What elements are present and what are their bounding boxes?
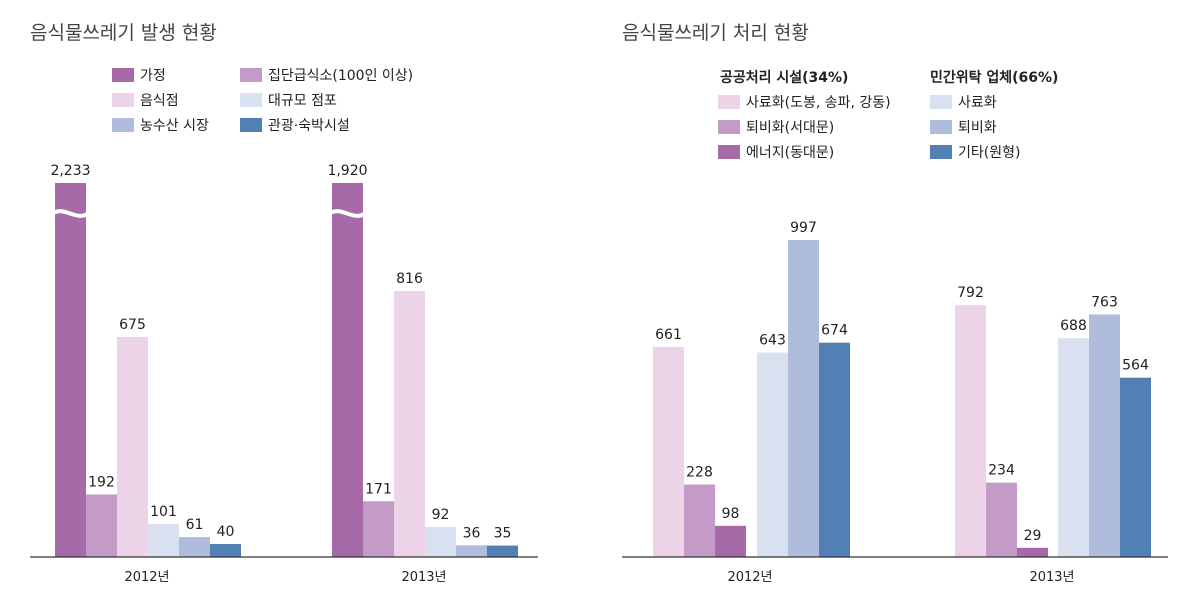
data-label: 997	[790, 220, 817, 236]
data-label: 564	[1122, 358, 1149, 374]
bar	[955, 305, 986, 557]
legend-label: 관광·숙박시설	[268, 118, 350, 134]
data-label: 675	[119, 317, 146, 333]
legend-swatch	[718, 95, 740, 109]
data-label: 763	[1091, 294, 1118, 310]
chart-2-legend: 공공처리 시설(34%) 민간위탁 업체(66%) 사료화(도봉, 송파, 강동…	[718, 69, 1058, 161]
chart-2-category-label: 2013년	[1029, 570, 1074, 585]
chart-1-plot: 2,233 192 675 101 61 40 1,920 171 816 92 36 35	[49, 163, 518, 557]
chart-2-title: 음식물쓰레기 처리 현황	[622, 22, 809, 44]
bar	[986, 482, 1017, 557]
data-label: 792	[957, 285, 984, 301]
bar	[757, 352, 788, 557]
legend-label: 퇴비화(서대문)	[746, 120, 834, 136]
data-label: 688	[1060, 318, 1087, 334]
data-label: 101	[150, 504, 177, 520]
data-label: 35	[494, 526, 512, 542]
chart-1-category-label: 2013년	[401, 570, 446, 585]
data-label: 661	[655, 327, 682, 343]
legend-label: 사료화	[958, 95, 997, 111]
bar	[425, 527, 456, 557]
legend-label: 사료화(도봉, 송파, 강동)	[746, 95, 891, 111]
legend-label: 대규모 점포	[268, 93, 337, 109]
legend-swatch	[718, 120, 740, 134]
data-label: 192	[88, 474, 115, 490]
legend-label: 에너지(동대문)	[746, 145, 834, 161]
data-label: 234	[988, 463, 1015, 479]
bar	[653, 346, 684, 557]
bar	[55, 183, 86, 557]
bar	[1017, 547, 1048, 557]
bar	[148, 524, 179, 557]
chart-1-title: 음식물쓰레기 발생 현황	[30, 22, 217, 44]
data-label: 2,233	[50, 163, 90, 179]
bar	[117, 337, 148, 557]
bar	[1058, 338, 1089, 557]
legend-swatch	[930, 120, 952, 134]
data-label: 816	[396, 271, 423, 287]
axis-break-mark	[49, 209, 92, 218]
legend-swatch	[240, 68, 262, 82]
axis-break-mark	[326, 209, 369, 218]
bar	[363, 501, 394, 557]
legend-swatch	[718, 145, 740, 159]
chart-2-category-label: 2012년	[727, 570, 772, 585]
bar	[394, 291, 425, 557]
legend-swatch	[112, 118, 134, 132]
data-label: 643	[759, 333, 786, 349]
legend-label: 집단급식소(100인 이상)	[268, 68, 413, 84]
data-label: 98	[722, 506, 740, 522]
data-label: 171	[365, 481, 392, 497]
bar	[1089, 314, 1120, 557]
data-label: 36	[463, 525, 481, 541]
bar	[86, 494, 117, 557]
data-label: 40	[217, 524, 235, 540]
legend-swatch	[930, 95, 952, 109]
bar	[210, 543, 241, 557]
bar	[332, 183, 363, 557]
bar	[715, 525, 746, 557]
legend-label: 퇴비화	[958, 120, 997, 136]
legend-label: 기타(원형)	[958, 145, 1020, 161]
bar	[684, 484, 715, 557]
bar	[487, 545, 518, 557]
legend-group-title-public: 공공처리 시설(34%)	[720, 70, 848, 86]
legend-label: 가정	[140, 68, 166, 84]
data-label: 228	[686, 465, 713, 481]
data-label: 92	[432, 507, 450, 523]
bar	[819, 342, 850, 557]
legend-swatch	[112, 93, 134, 107]
legend-swatch	[240, 118, 262, 132]
legend-swatch	[930, 145, 952, 159]
bar	[1120, 377, 1151, 557]
data-label: 674	[821, 323, 848, 339]
data-label: 1,920	[327, 163, 367, 179]
chart-1-category-label: 2012년	[124, 570, 169, 585]
data-label: 29	[1024, 528, 1042, 544]
legend-swatch	[112, 68, 134, 82]
legend-label: 농수산 시장	[140, 118, 209, 134]
bar	[456, 545, 487, 557]
legend-group-title-private: 민간위탁 업체(66%)	[930, 69, 1058, 86]
bar	[179, 537, 210, 557]
legend-label: 음식점	[140, 93, 179, 109]
bar	[788, 240, 819, 557]
legend-swatch	[240, 93, 262, 107]
data-label: 61	[186, 517, 204, 533]
